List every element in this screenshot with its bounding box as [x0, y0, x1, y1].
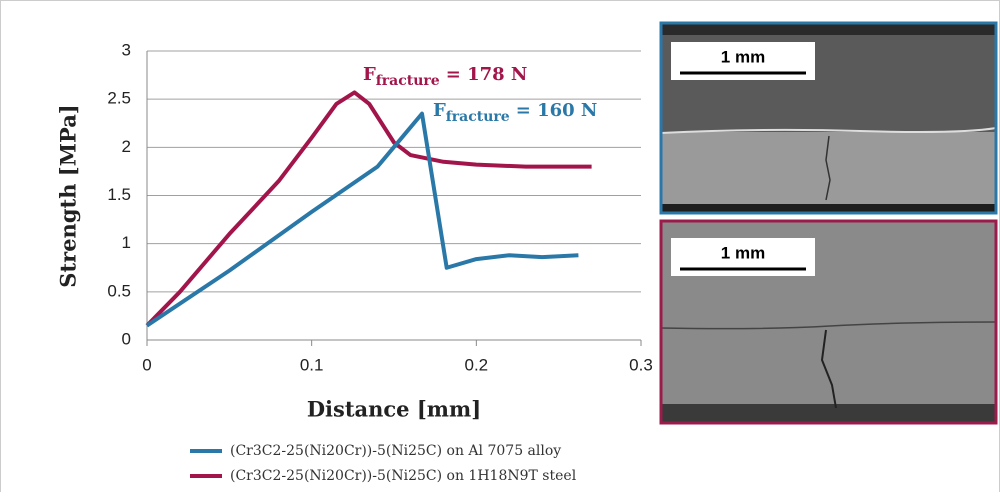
micrograph: 1 mm [659, 219, 998, 425]
series-line [145, 90, 592, 327]
y-tick-label: 1 [122, 233, 131, 252]
annotation-sub: fracture [376, 73, 440, 89]
image-band [661, 404, 996, 423]
y-tick-label: 3 [122, 40, 131, 59]
y-tick-label: 2 [122, 137, 131, 156]
x-axis-label: Distance [mm] [307, 397, 481, 422]
x-tick-label: 0 [142, 355, 151, 374]
annotation-text: = 178 N [446, 64, 528, 85]
micrograph: 1 mm [659, 21, 998, 215]
legend-label: (Cr3C2-25(Ni20Cr))-5(Ni25C) on 1H18N9T s… [230, 468, 577, 484]
image-border [659, 21, 998, 215]
x-tick-label: 0.3 [629, 355, 653, 374]
image-border [659, 219, 998, 425]
y-tick-label: 1.5 [107, 185, 131, 204]
scale-label: 1 mm [721, 47, 765, 66]
crack [660, 127, 997, 134]
image-band [661, 204, 996, 213]
series-line [145, 111, 579, 328]
crack [825, 135, 831, 201]
scale-label: 1 mm [721, 243, 765, 262]
x-tick-label: 0.1 [300, 355, 324, 374]
crack [660, 321, 997, 330]
y-tick-label: 2.5 [107, 89, 131, 108]
annotation: Ffracture = 178 N [363, 64, 527, 89]
annotation-base: F [363, 64, 376, 85]
annotation: Ffracture = 160 N [433, 100, 597, 125]
y-tick-label: 0.5 [107, 281, 131, 300]
annotation-base: F [433, 100, 446, 121]
crack [820, 329, 837, 409]
annotation-sub: fracture [446, 109, 510, 125]
annotation-text: = 160 N [516, 100, 598, 121]
x-tick-label: 0.2 [465, 355, 489, 374]
legend-label: (Cr3C2-25(Ni20Cr))-5(Ni25C) on Al 7075 a… [230, 443, 561, 459]
y-tick-label: 0 [122, 329, 131, 348]
image-band [661, 23, 996, 35]
y-axis-label: Strength [MPa] [56, 104, 81, 287]
